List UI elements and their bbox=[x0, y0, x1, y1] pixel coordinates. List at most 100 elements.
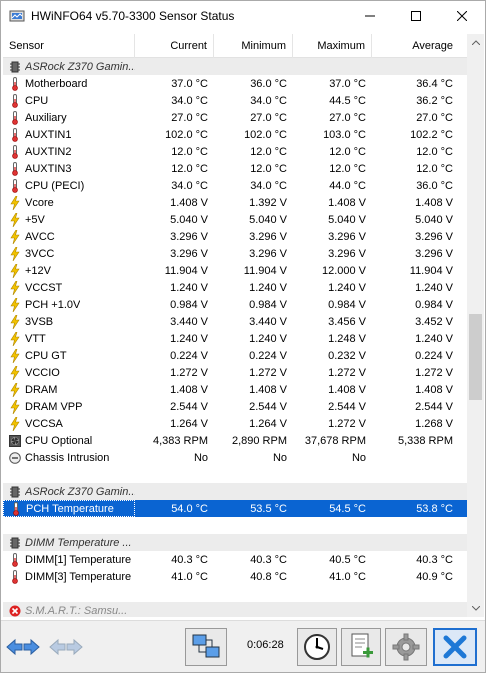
sensor-name-cell: VCCIO bbox=[3, 364, 135, 381]
current-value: 3.296 V bbox=[170, 247, 208, 260]
sensor-group-header[interactable]: S.M.A.R.T.: Samsu... bbox=[3, 602, 467, 617]
table-row[interactable]: Vcore 1.408 V 1.392 V 1.408 V 1.408 V bbox=[3, 194, 467, 211]
minimum-value: 36.0 °C bbox=[250, 77, 287, 90]
table-row[interactable]: AVCC 3.296 V 3.296 V 3.296 V 3.296 V bbox=[3, 228, 467, 245]
voltage-icon bbox=[9, 331, 21, 346]
table-row[interactable]: VCCST 1.240 V 1.240 V 1.240 V 1.240 V bbox=[3, 279, 467, 296]
exit-button[interactable] bbox=[433, 628, 477, 666]
column-header-current[interactable]: Current bbox=[135, 34, 214, 58]
sensor-label: CPU Optional bbox=[25, 434, 93, 447]
average-value: 11.904 V bbox=[409, 264, 453, 277]
sensor-name-cell: PCH Temperature bbox=[3, 500, 135, 517]
scroll-up-button[interactable] bbox=[467, 34, 484, 51]
table-row[interactable]: PCH +1.0V 0.984 V 0.984 V 0.984 V 0.984 V bbox=[3, 296, 467, 313]
table-row[interactable]: CPU (PECI) 34.0 °C 34.0 °C 44.0 °C 36.0 °C bbox=[3, 177, 467, 194]
sensor-label: VCCIO bbox=[25, 366, 60, 379]
maximum-value: 1.408 V bbox=[328, 383, 366, 396]
table-row[interactable]: Chassis Intrusion No No No bbox=[3, 449, 467, 466]
table-row[interactable]: DRAM VPP 2.544 V 2.544 V 2.544 V 2.544 V bbox=[3, 398, 467, 415]
network-button[interactable] bbox=[185, 628, 227, 666]
minimum-value: 1.240 V bbox=[249, 332, 287, 345]
scroll-down-button[interactable] bbox=[467, 600, 484, 617]
table-row[interactable]: VCCSA 1.264 V 1.264 V 1.272 V 1.268 V bbox=[3, 415, 467, 432]
maximum-value: 12.0 °C bbox=[329, 162, 366, 175]
sensor-label: +5V bbox=[25, 213, 45, 226]
sensor-group-header[interactable]: ASRock Z370 Gamin... bbox=[3, 483, 467, 500]
voltage-icon bbox=[9, 246, 21, 261]
sensor-name-cell: Auxiliary bbox=[3, 109, 135, 126]
maximum-value: 40.5 °C bbox=[329, 553, 366, 566]
minimize-button[interactable] bbox=[347, 1, 393, 31]
thermometer-icon bbox=[9, 76, 21, 91]
table-row[interactable]: Auxiliary 27.0 °C 27.0 °C 27.0 °C 27.0 °C bbox=[3, 109, 467, 126]
maximum-value: 103.0 °C bbox=[323, 128, 366, 141]
voltage-icon bbox=[9, 416, 21, 431]
table-row[interactable]: +5V 5.040 V 5.040 V 5.040 V 5.040 V bbox=[3, 211, 467, 228]
maximum-value: 3.296 V bbox=[328, 247, 366, 260]
clock-icon bbox=[304, 634, 330, 660]
double-arrow-disabled-icon bbox=[49, 638, 83, 656]
sensor-group-header[interactable]: DIMM Temperature ... bbox=[3, 534, 467, 551]
minimum-value: 11.904 V bbox=[243, 264, 287, 277]
minimum-value: 3.296 V bbox=[249, 247, 287, 260]
thermometer-icon bbox=[9, 552, 21, 567]
close-x-icon bbox=[443, 635, 467, 659]
navigate-sensors-button[interactable] bbox=[3, 628, 43, 666]
table-row[interactable]: 3VCC 3.296 V 3.296 V 3.296 V 3.296 V bbox=[3, 245, 467, 262]
vertical-scrollbar[interactable] bbox=[467, 34, 484, 617]
current-value: 5.040 V bbox=[170, 213, 208, 226]
maximum-value: 1.240 V bbox=[328, 281, 366, 294]
average-value: 12.0 °C bbox=[416, 162, 453, 175]
table-header: Sensor Current Minimum Maximum Average bbox=[3, 34, 467, 58]
close-button[interactable] bbox=[439, 1, 485, 31]
table-row[interactable]: VCCIO 1.272 V 1.272 V 1.272 V 1.272 V bbox=[3, 364, 467, 381]
sensor-table: Sensor Current Minimum Maximum Average A… bbox=[3, 34, 467, 617]
minimum-value: 1.240 V bbox=[249, 281, 287, 294]
average-value: 1.408 V bbox=[415, 196, 453, 209]
table-row[interactable]: DIMM[3] Temperature 41.0 °C 40.8 °C 41.0 °C… bbox=[3, 568, 467, 585]
table-row[interactable]: AUXTIN2 12.0 °C 12.0 °C 12.0 °C 12.0 °C bbox=[3, 143, 467, 160]
table-row[interactable]: +12V 11.904 V 11.904 V 12.000 V 11.904 V bbox=[3, 262, 467, 279]
thermometer-icon bbox=[9, 144, 21, 159]
table-row[interactable]: DIMM[1] Temperature 40.3 °C 40.3 °C 40.5 °C… bbox=[3, 551, 467, 568]
minimum-value: 40.3 °C bbox=[250, 553, 287, 566]
sensor-label: CPU (PECI) bbox=[25, 179, 85, 192]
double-arrow-icon bbox=[6, 638, 40, 656]
maximum-value: 37,678 RPM bbox=[304, 434, 366, 447]
table-row[interactable]: AUXTIN1 102.0 °C 102.0 °C 103.0 °C 102.2 °C bbox=[3, 126, 467, 143]
maximum-value: 0.232 V bbox=[328, 349, 366, 362]
average-value: 1.240 V bbox=[415, 332, 453, 345]
table-row[interactable]: CPU 34.0 °C 34.0 °C 44.5 °C 36.2 °C bbox=[3, 92, 467, 109]
table-row[interactable]: PCH Temperature 54.0 °C 53.5 °C 54.5 °C 53.8… bbox=[3, 500, 467, 517]
table-row[interactable]: CPU Optional 4,383 RPM 2,890 RPM 37,678 RPM… bbox=[3, 432, 467, 449]
table-row[interactable]: Motherboard 37.0 °C 36.0 °C 37.0 °C 36.4 °C bbox=[3, 75, 467, 92]
settings-button[interactable] bbox=[385, 628, 427, 666]
column-header-minimum[interactable]: Minimum bbox=[214, 34, 293, 58]
sensor-name-cell: DIMM Temperature ... bbox=[3, 534, 135, 551]
sensor-label: VCCST bbox=[25, 281, 63, 294]
sensor-label: Motherboard bbox=[25, 77, 88, 90]
sensor-group-header[interactable]: ASRock Z370 Gamin... bbox=[3, 58, 467, 75]
current-value: 12.0 °C bbox=[171, 162, 208, 175]
current-value: 2.544 V bbox=[170, 400, 208, 413]
current-value: 54.0 °C bbox=[171, 502, 208, 515]
table-row[interactable]: DRAM 1.408 V 1.408 V 1.408 V 1.408 V bbox=[3, 381, 467, 398]
error-icon bbox=[9, 604, 21, 618]
column-header-maximum[interactable]: Maximum bbox=[293, 34, 372, 58]
sensor-label: ASRock Z370 Gamin... bbox=[25, 60, 135, 73]
column-header-average[interactable]: Average bbox=[412, 40, 453, 52]
minimum-value: 102.0 °C bbox=[244, 128, 287, 141]
table-row[interactable]: CPU GT 0.224 V 0.224 V 0.232 V 0.224 V bbox=[3, 347, 467, 364]
scroll-thumb[interactable] bbox=[469, 314, 482, 400]
navigate-sensors-alt-button[interactable] bbox=[46, 628, 86, 666]
logging-button[interactable] bbox=[341, 628, 381, 666]
table-row[interactable]: VTT 1.240 V 1.240 V 1.248 V 1.240 V bbox=[3, 330, 467, 347]
sensor-name-cell: AUXTIN3 bbox=[3, 160, 135, 177]
thermometer-icon bbox=[10, 501, 22, 516]
reset-clock-button[interactable] bbox=[297, 628, 337, 666]
table-row[interactable]: AUXTIN3 12.0 °C 12.0 °C 12.0 °C 12.0 °C bbox=[3, 160, 467, 177]
table-row[interactable]: 3VSB 3.440 V 3.440 V 3.456 V 3.452 V bbox=[3, 313, 467, 330]
maximize-button[interactable] bbox=[393, 1, 439, 31]
column-header-sensor[interactable]: Sensor bbox=[3, 34, 135, 58]
